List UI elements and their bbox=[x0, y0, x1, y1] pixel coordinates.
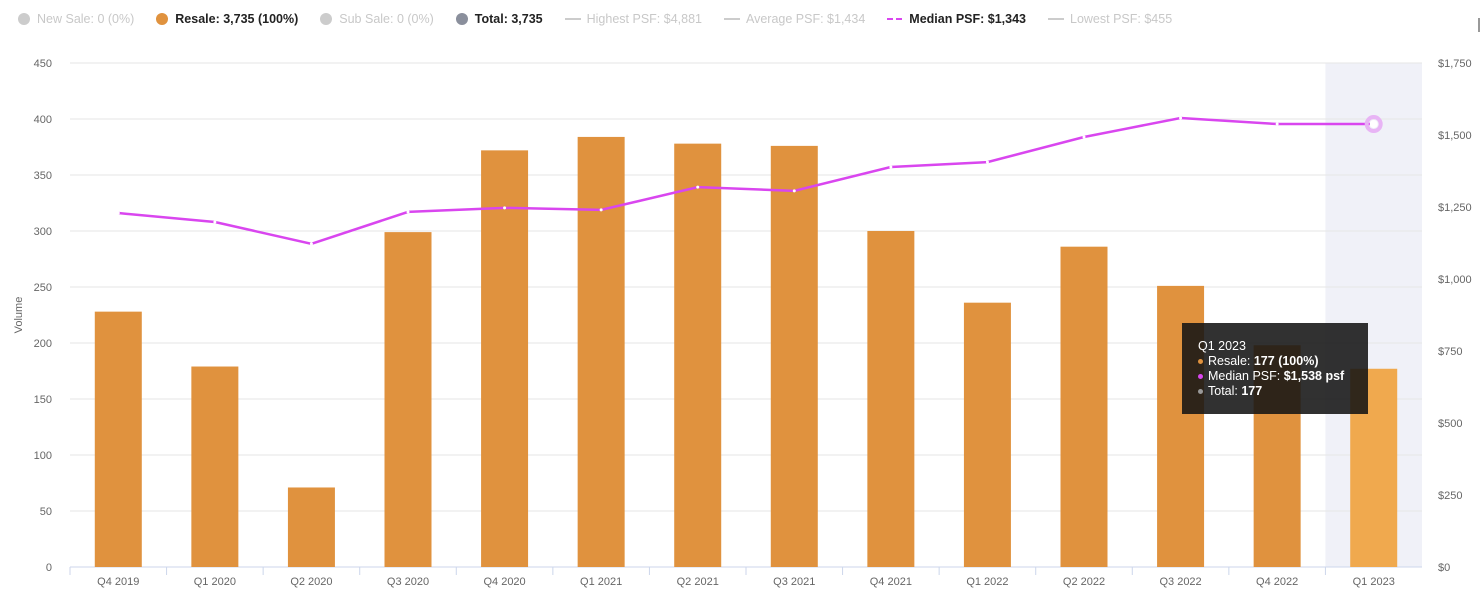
legend-label: Lowest PSF: $455 bbox=[1070, 12, 1173, 26]
x-tick-label: Q4 2019 bbox=[97, 576, 139, 588]
line-point bbox=[309, 242, 313, 246]
legend-dot-icon bbox=[320, 13, 333, 25]
line-point bbox=[889, 165, 893, 169]
resale-dot-icon bbox=[1198, 359, 1203, 365]
tooltip: Q1 2023 Resale: 177 (100%) Median PSF: $… bbox=[1182, 323, 1368, 414]
line-point bbox=[599, 208, 603, 212]
tooltip-resale-label: Resale: bbox=[1208, 354, 1254, 368]
x-tick-label: Q1 2023 bbox=[1353, 576, 1395, 588]
legend-dot-icon bbox=[18, 13, 30, 25]
median-psf-line bbox=[118, 116, 1374, 246]
median-dot-icon bbox=[1198, 374, 1203, 380]
x-tick-label: Q2 2020 bbox=[290, 576, 332, 588]
legend-line-icon bbox=[564, 18, 581, 20]
line-point bbox=[1179, 116, 1183, 120]
x-tick-label: Q3 2021 bbox=[773, 576, 815, 588]
tooltip-resale-value: 177 (100%) bbox=[1253, 354, 1319, 368]
x-tick-label: Q1 2022 bbox=[966, 576, 1008, 588]
y-tick-label: 400 bbox=[34, 114, 52, 126]
legend-item[interactable]: Sub Sale: 0 (0%) bbox=[320, 12, 434, 26]
legend-label: Average PSF: $1,434 bbox=[745, 12, 866, 26]
bar[interactable] bbox=[384, 232, 432, 567]
y-tick-label: 450 bbox=[34, 58, 52, 70]
total-dot-icon bbox=[1198, 389, 1203, 395]
y2-tick-label: $250 bbox=[1438, 490, 1462, 502]
legend-label: Total: 3,735 bbox=[474, 12, 543, 26]
legend-dot-icon bbox=[455, 13, 468, 25]
y-tick-label: 100 bbox=[34, 450, 52, 462]
legend: New Sale: 0 (0%) Resale: 3,735 (100%) Sub … bbox=[18, 12, 1194, 26]
line-point bbox=[1369, 120, 1378, 129]
legend-item[interactable]: Highest PSF: $4,881 bbox=[564, 12, 702, 26]
y-tick-label: 250 bbox=[34, 282, 52, 294]
legend-label: New Sale: 0 (0%) bbox=[37, 12, 135, 26]
tooltip-title: Q1 2023 bbox=[1198, 339, 1246, 353]
line-point bbox=[985, 160, 989, 164]
line-point bbox=[696, 185, 700, 189]
line-point bbox=[1275, 122, 1279, 126]
y-axis-label: Volume bbox=[13, 297, 25, 334]
legend-item[interactable]: Resale: 3,735 (100%) bbox=[156, 12, 298, 26]
tooltip-total-label: Total: bbox=[1208, 384, 1242, 398]
x-tick-label: Q4 2020 bbox=[483, 576, 525, 588]
x-tick-label: Q4 2021 bbox=[870, 576, 912, 588]
tooltip-median-label: Median PSF: bbox=[1208, 369, 1284, 383]
menu-icon[interactable] bbox=[1478, 18, 1480, 32]
legend-item[interactable]: Lowest PSF: $455 bbox=[1048, 12, 1172, 26]
y2-tick-label: $1,500 bbox=[1438, 130, 1472, 142]
bar[interactable] bbox=[1060, 246, 1108, 567]
y-tick-label: 150 bbox=[34, 394, 52, 406]
y-tick-label: 350 bbox=[34, 170, 52, 182]
legend-line-icon bbox=[1048, 18, 1064, 20]
bar[interactable] bbox=[577, 136, 625, 568]
bar[interactable] bbox=[94, 311, 142, 567]
legend-item[interactable]: Average PSF: $1,434 bbox=[723, 12, 866, 26]
bar[interactable] bbox=[867, 231, 915, 567]
y2-tick-label: $0 bbox=[1438, 562, 1450, 574]
legend-label: Median PSF: $1,343 bbox=[909, 12, 1026, 26]
x-tick-label: Q3 2022 bbox=[1159, 576, 1201, 588]
legend-item[interactable]: Median PSF: $1,343 bbox=[887, 12, 1026, 26]
line-point bbox=[503, 206, 507, 210]
y2-tick-label: $1,250 bbox=[1438, 202, 1472, 214]
x-tick-label: Q2 2022 bbox=[1063, 576, 1105, 588]
legend-line-icon bbox=[887, 18, 904, 20]
legend-line-icon bbox=[723, 18, 740, 20]
line-point bbox=[213, 220, 217, 224]
x-tick-label: Q4 2022 bbox=[1256, 576, 1298, 588]
y-tick-label: 0 bbox=[46, 562, 52, 574]
tooltip-total-value: 177 bbox=[1241, 384, 1263, 398]
bar[interactable] bbox=[287, 487, 335, 567]
y2-tick-label: $500 bbox=[1438, 418, 1462, 430]
legend-label: Highest PSF: $4,881 bbox=[586, 12, 702, 26]
y-tick-label: 50 bbox=[40, 506, 52, 518]
line-point bbox=[406, 210, 410, 214]
bar[interactable] bbox=[191, 366, 239, 567]
x-tick-label: Q1 2020 bbox=[194, 576, 236, 588]
legend-dot-icon bbox=[156, 13, 169, 25]
x-tick-label: Q1 2021 bbox=[580, 576, 622, 588]
bar[interactable] bbox=[674, 143, 722, 567]
y-tick-label: 200 bbox=[34, 338, 52, 350]
bar[interactable] bbox=[963, 302, 1011, 567]
tooltip-median-value: $1,538 psf bbox=[1283, 369, 1345, 383]
y2-tick-label: $750 bbox=[1438, 346, 1462, 358]
legend-label: Resale: 3,735 (100%) bbox=[175, 12, 299, 26]
legend-item[interactable]: Total: 3,735 bbox=[455, 12, 543, 26]
x-tick-label: Q3 2020 bbox=[387, 576, 429, 588]
legend-label: Sub Sale: 0 (0%) bbox=[339, 12, 434, 26]
y2-tick-label: $1,000 bbox=[1438, 274, 1472, 286]
line-point bbox=[792, 189, 796, 193]
line-point bbox=[1082, 135, 1086, 139]
x-tick-label: Q2 2021 bbox=[677, 576, 719, 588]
y-tick-label: 300 bbox=[34, 226, 52, 238]
bar[interactable] bbox=[481, 150, 529, 568]
line-point bbox=[116, 211, 120, 215]
highlight-marker bbox=[1364, 115, 1383, 134]
bar[interactable] bbox=[770, 145, 818, 567]
legend-item[interactable]: New Sale: 0 (0%) bbox=[18, 12, 134, 26]
y2-tick-label: $1,750 bbox=[1438, 58, 1472, 70]
